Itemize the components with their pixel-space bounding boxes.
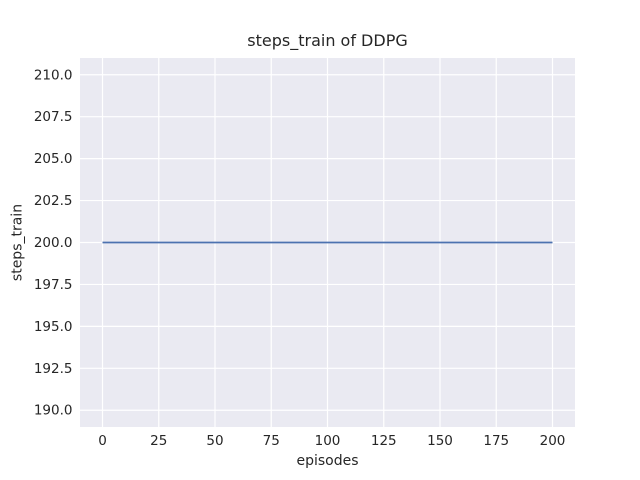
x-tick-label: 75 bbox=[263, 433, 280, 449]
x-tick-label: 100 bbox=[315, 433, 341, 449]
x-tick-label: 50 bbox=[206, 433, 223, 449]
y-tick-label: 207.5 bbox=[34, 109, 73, 125]
x-tick-label: 25 bbox=[150, 433, 167, 449]
y-tick-label: 205.0 bbox=[34, 151, 73, 167]
chart-title: steps_train of DDPG bbox=[247, 31, 408, 50]
y-tick-label: 210.0 bbox=[34, 67, 73, 83]
y-tick-label: 192.5 bbox=[34, 361, 73, 377]
y-tick-label: 200.0 bbox=[34, 235, 73, 251]
y-tick-label: 195.0 bbox=[34, 319, 73, 335]
y-tick-label: 190.0 bbox=[34, 403, 73, 419]
x-tick-label: 175 bbox=[483, 433, 509, 449]
y-tick-label: 202.5 bbox=[34, 193, 73, 209]
x-tick-label: 125 bbox=[371, 433, 397, 449]
x-tick-label: 150 bbox=[427, 433, 453, 449]
y-tick-label: 197.5 bbox=[34, 277, 73, 293]
x-tick-label: 0 bbox=[98, 433, 107, 449]
x-tick-label: 200 bbox=[540, 433, 566, 449]
x-axis-label: episodes bbox=[296, 453, 359, 469]
